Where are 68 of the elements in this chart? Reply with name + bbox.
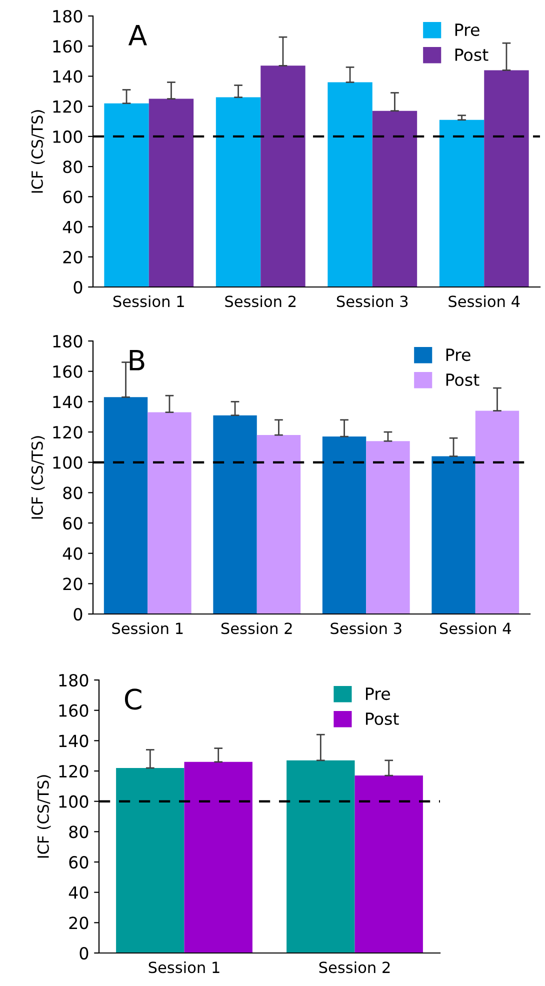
legend-label: Pre — [366, 688, 390, 700]
y-tick-label: 20 — [63, 250, 82, 264]
y-tick-label: 160 — [59, 704, 88, 717]
y-tick-label: 140 — [53, 70, 82, 83]
x-tick-label: Session 3 — [336, 295, 408, 308]
x-tick-label: Session 1 — [148, 961, 220, 974]
y-tick-label: 60 — [63, 190, 82, 204]
y-tick-label: 120 — [53, 100, 82, 113]
bar — [256, 435, 301, 614]
bar — [104, 397, 148, 614]
bar — [148, 412, 192, 614]
bar — [475, 410, 520, 614]
y-tick-label: 80 — [63, 486, 82, 500]
chart-title: C — [124, 688, 142, 710]
y-axis-title: ICF (CS/TS) — [37, 775, 51, 858]
y-tick-label: 120 — [53, 426, 82, 439]
bar — [439, 120, 484, 287]
bar — [216, 97, 261, 287]
legend-label: Pre — [446, 348, 470, 362]
y-tick-label: 40 — [68, 886, 88, 899]
bar — [366, 441, 410, 614]
y-tick-label: 0 — [80, 946, 88, 960]
x-tick-label: Session 2 — [221, 622, 292, 634]
bar — [260, 66, 306, 287]
legend-label: Post — [446, 374, 480, 386]
y-tick-label: 80 — [63, 160, 82, 174]
y-tick-label: 180 — [59, 674, 88, 687]
bar — [148, 98, 194, 287]
bar — [372, 110, 418, 287]
chart-title: B — [130, 350, 144, 370]
y-tick-label: 20 — [69, 916, 88, 930]
y-tick-label: 60 — [69, 856, 88, 869]
y-tick-label: 120 — [59, 764, 88, 778]
bar — [328, 82, 372, 287]
x-tick-label: Session 3 — [330, 622, 402, 634]
y-axis-title: ICF (CS/TS) — [31, 436, 45, 519]
chart-title: A — [128, 24, 147, 46]
y-tick-label: 160 — [53, 365, 82, 378]
y-tick-label: 80 — [69, 826, 88, 838]
y-tick-label: 0 — [74, 280, 82, 294]
y-tick-label: 140 — [53, 396, 82, 408]
y-tick-label: 100 — [53, 130, 82, 144]
x-tick-label: Session 2 — [319, 961, 390, 974]
y-tick-label: 60 — [63, 516, 82, 530]
y-tick-label: 180 — [53, 334, 82, 348]
y-tick-label: 180 — [53, 10, 82, 23]
x-tick-label: Session 1 — [113, 295, 184, 308]
x-tick-label: Session 4 — [440, 622, 511, 634]
legend-label: Post — [366, 712, 399, 726]
bar — [322, 436, 366, 614]
bar — [432, 456, 476, 614]
bar — [213, 415, 257, 614]
y-tick-label: 100 — [59, 795, 88, 808]
bar — [104, 103, 149, 287]
legend-label: Pre — [455, 24, 480, 36]
y-tick-label: 40 — [62, 547, 82, 560]
y-axis-title: ICF (CS/TS) — [31, 110, 45, 193]
y-tick-label: 140 — [59, 734, 88, 748]
y-tick-label: 40 — [62, 220, 82, 234]
x-tick-label: Session 1 — [112, 622, 183, 634]
y-tick-label: 20 — [63, 578, 82, 590]
x-tick-label: Session 4 — [448, 295, 520, 308]
y-tick-label: 160 — [53, 40, 82, 53]
y-tick-label: 0 — [74, 608, 82, 621]
x-tick-label: Session 2 — [225, 295, 296, 308]
bar — [484, 70, 529, 287]
y-tick-label: 100 — [53, 456, 82, 469]
legend-label: Post — [455, 48, 488, 62]
